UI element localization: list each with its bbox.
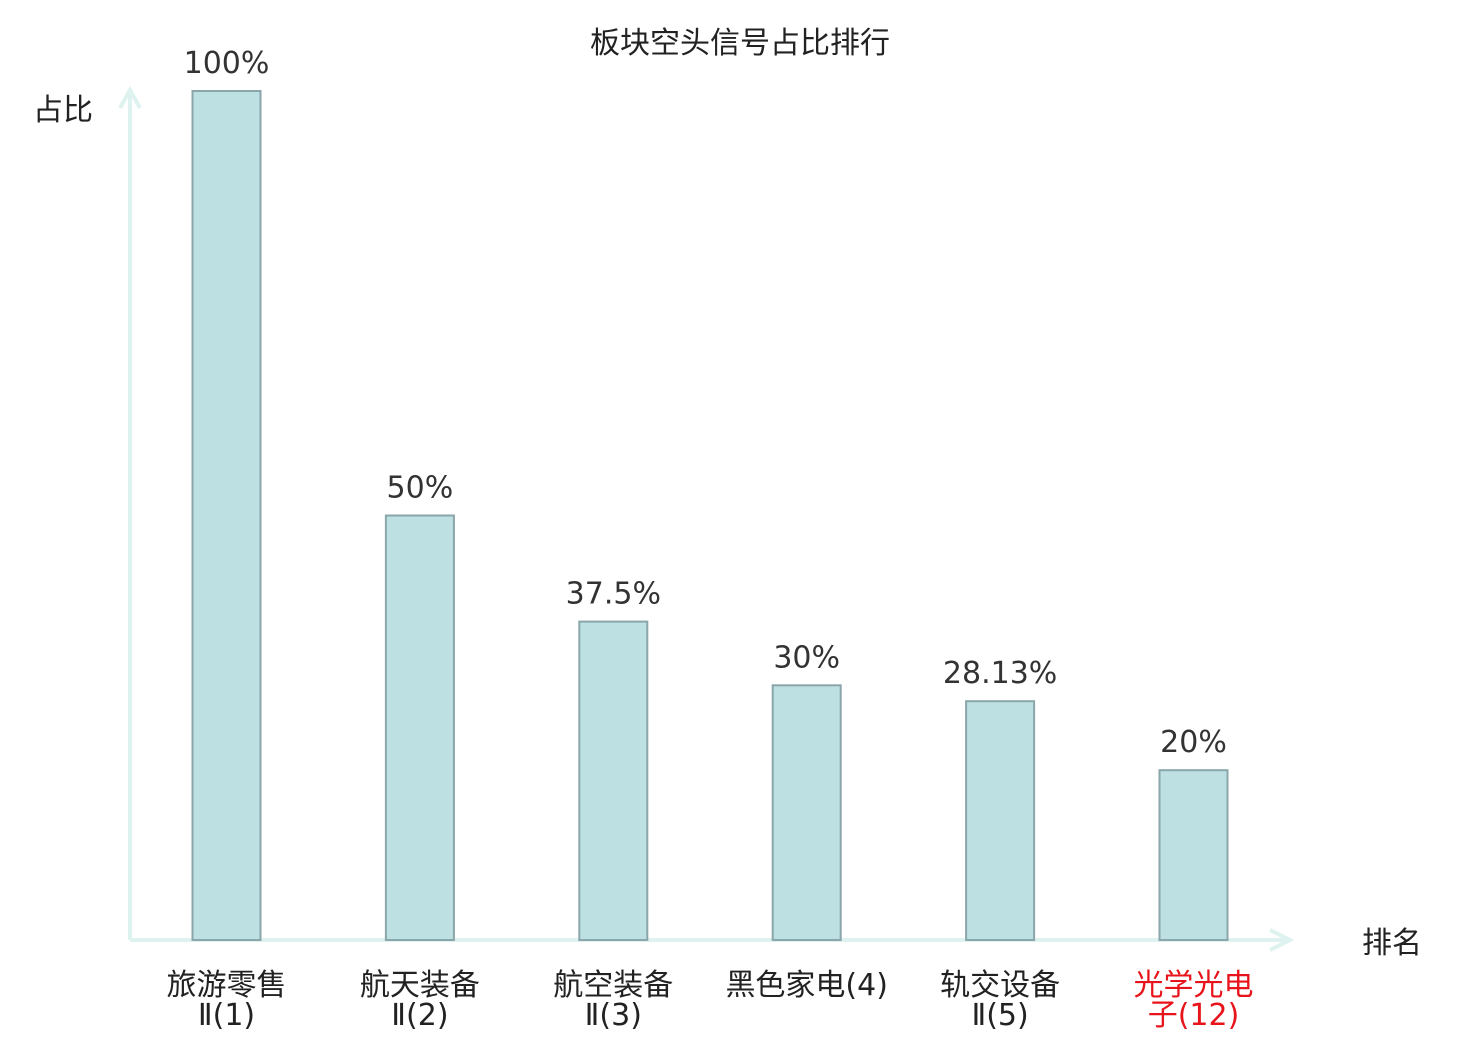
value-label-6: 20% — [1160, 725, 1227, 760]
y-axis-arrow — [118, 85, 142, 109]
value-label-3: 37.5% — [566, 577, 661, 612]
x-tick-label-3: 航空装备 — [553, 968, 673, 1003]
bars — [191, 90, 1229, 942]
x-axis-label: 排名 — [1362, 926, 1422, 961]
value-label-4: 30% — [773, 640, 840, 675]
x-tick-label-6: 光学光电 — [1134, 968, 1254, 1003]
axes — [118, 85, 1295, 952]
chart-title: 板块空头信号占比排行 — [590, 26, 890, 61]
bar-6 — [1158, 769, 1229, 942]
bar-5 — [965, 700, 1036, 942]
x-tick-label-5: 轨交设备 — [940, 968, 1060, 1003]
x-tick-rank-6: 子(12) — [1148, 998, 1240, 1033]
x-tick-label-4: 黑色家电(4) — [725, 968, 888, 1003]
y-axis-label: 占比 — [33, 93, 93, 128]
x-tick-label-2: 航天装备 — [360, 968, 480, 1003]
x-tick-rank-5: Ⅱ(5) — [971, 998, 1028, 1033]
bar-2 — [384, 514, 455, 941]
bar-1 — [191, 90, 262, 941]
bar-4 — [771, 684, 842, 941]
value-labels: 100% 50% 37.5% 30% 28.13% 20% — [184, 46, 1227, 760]
x-axis-arrow — [1269, 928, 1295, 952]
value-label-5: 28.13% — [943, 656, 1057, 691]
value-label-2: 50% — [387, 471, 454, 506]
x-tick-rank-1: Ⅱ(1) — [198, 998, 255, 1033]
x-tick-rank-3: Ⅱ(3) — [585, 998, 642, 1033]
x-tick-label-1: 旅游零售 — [167, 968, 287, 1003]
value-label-1: 100% — [184, 46, 270, 81]
x-tick-rank-2: Ⅱ(2) — [391, 998, 448, 1033]
bar-3 — [578, 620, 649, 941]
